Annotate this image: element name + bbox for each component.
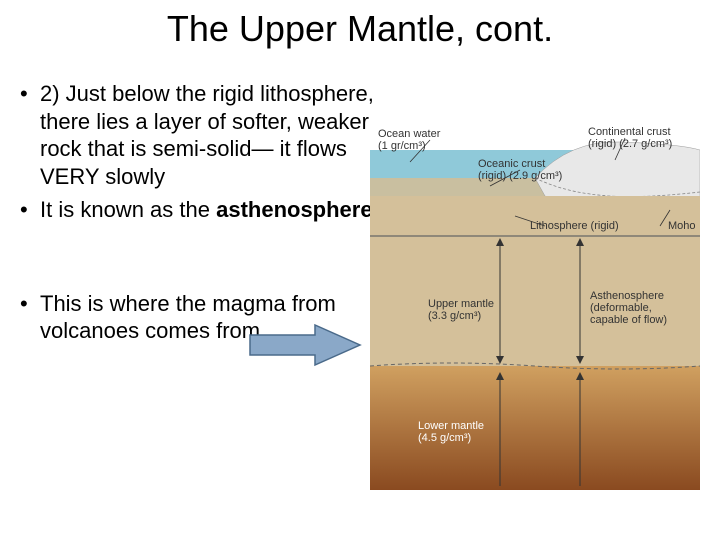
bullet-list: • 2) Just below the rigid lithosphere, t…	[20, 80, 400, 351]
bullet-2-pre: It is known as the	[40, 197, 216, 222]
bullet-1: • 2) Just below the rigid lithosphere, t…	[20, 80, 400, 190]
bullet-dot: •	[20, 80, 40, 190]
bullet-2-bold: asthenosphere	[216, 197, 373, 222]
lithosphere-label: Lithosphere (rigid)	[530, 220, 619, 232]
arrow-icon	[245, 320, 365, 370]
continental-crust-label: Continental crust (rigid) (2.7 g/cm³)	[588, 126, 672, 150]
oceanic-crust-label: Oceanic crust (rigid) (2.9 g/cm³)	[478, 158, 562, 182]
bullet-2-text: It is known as the asthenosphere	[40, 196, 400, 224]
page-title: The Upper Mantle, cont.	[0, 0, 720, 50]
bullet-2: • It is known as the asthenosphere	[20, 196, 400, 224]
bullet-dot: •	[20, 196, 40, 224]
upper-mantle-label: Upper mantle (3.3 g/cm³)	[428, 298, 494, 322]
moho-label: Moho	[668, 220, 696, 232]
bullet-1-text: 2) Just below the rigid lithosphere, the…	[40, 80, 400, 190]
lower-mantle-label: Lower mantle (4.5 g/cm³)	[418, 420, 484, 444]
bullet-dot: •	[20, 290, 40, 345]
ocean-water-label: Ocean water (1 gr/cm³)	[378, 128, 440, 152]
earth-layers-diagram: Ocean water (1 gr/cm³) Oceanic crust (ri…	[370, 130, 700, 490]
asthenosphere-label: Asthenosphere (deformable, capable of fl…	[590, 290, 667, 326]
